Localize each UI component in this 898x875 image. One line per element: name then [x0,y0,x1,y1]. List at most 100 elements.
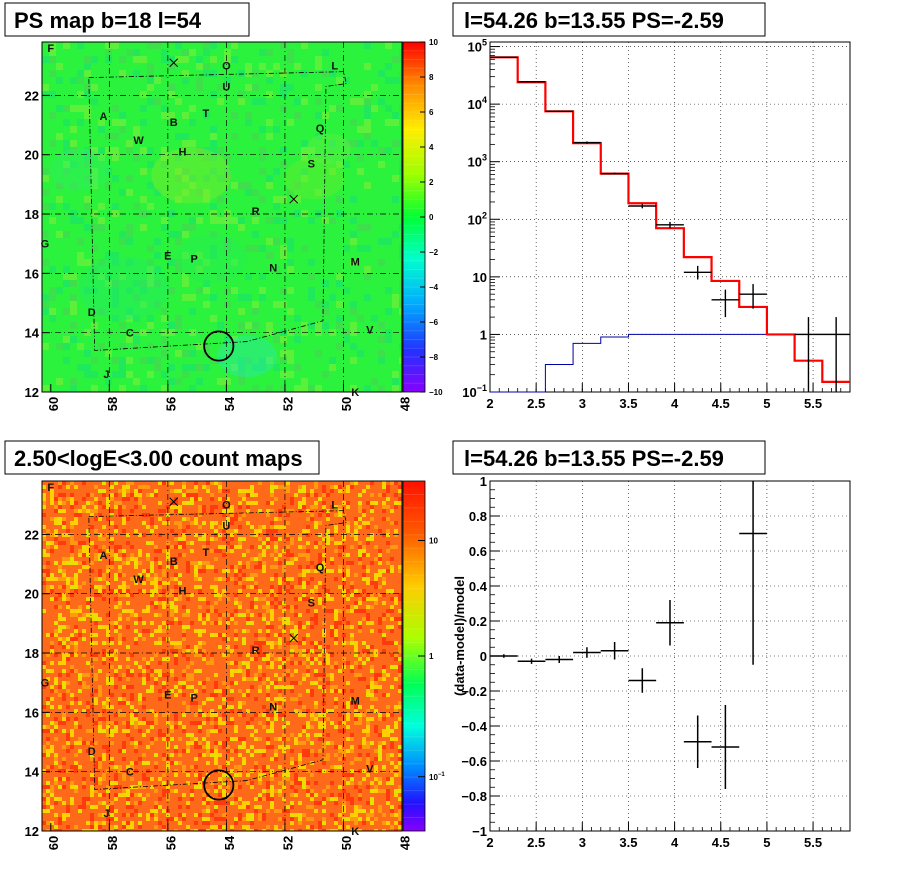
map-pixel [54,757,58,761]
map-pixel [130,821,134,825]
map-pixel [399,301,402,308]
map-pixel [118,549,122,553]
map-pixel [202,505,206,509]
map-pixel [110,801,114,805]
map-pixel [50,493,54,497]
map-pixel [350,357,357,364]
map-pixel [142,621,146,625]
map-pixel [336,280,343,287]
map-pixel [118,665,122,669]
map-pixel [70,669,74,673]
map-pixel [343,77,350,84]
map-pixel [318,645,322,649]
map-pixel [170,613,174,617]
map-pixel [390,809,394,813]
map-pixel [282,781,286,785]
map-pixel [158,577,162,581]
map-pixel [301,175,308,182]
map-pixel [238,505,242,509]
map-pixel [91,357,98,364]
map-pixel [334,705,338,709]
source-label-O: O [222,61,231,73]
map-pixel [105,49,112,56]
map-pixel [330,673,334,677]
map-pixel [98,126,105,133]
map-pixel [174,641,178,645]
map-pixel [290,585,294,589]
map-pixel [226,613,230,617]
map-pixel [259,98,266,105]
map-pixel [286,561,290,565]
map-pixel [58,613,62,617]
map-pixel [174,657,178,661]
map-pixel [62,521,66,525]
map-pixel [105,350,112,357]
map-pixel [346,529,350,533]
map-pixel [42,581,46,585]
map-pixel [130,593,134,597]
map-pixel [226,653,230,657]
map-pixel [259,168,266,175]
map-pixel [245,189,252,196]
map-pixel [114,481,118,485]
map-pixel [162,569,166,573]
map-pixel [336,210,343,217]
map-pixel [298,585,302,589]
map-pixel [357,140,364,147]
map-pixel [50,533,54,537]
map-pixel [206,821,210,825]
map-pixel [342,801,346,805]
map-pixel [162,549,166,553]
map-pixel [46,669,50,673]
map-pixel [392,140,399,147]
map-pixel [106,569,110,573]
map-pixel [378,147,385,154]
map-pixel [158,585,162,589]
map-pixel [282,737,286,741]
map-pixel [98,801,102,805]
map-pixel [94,557,98,561]
map-pixel [178,537,182,541]
map-pixel [98,217,105,224]
map-pixel [98,693,102,697]
map-pixel [306,689,310,693]
map-pixel [106,505,110,509]
map-pixel [318,557,322,561]
map-pixel [290,733,294,737]
map-pixel [231,182,238,189]
map-pixel [274,597,278,601]
map-pixel [158,629,162,633]
map-pixel [366,761,370,765]
map-pixel [262,653,266,657]
map-pixel [314,753,318,757]
map-pixel [42,493,46,497]
map-pixel [301,70,308,77]
map-pixel [66,673,70,677]
map-pixel [66,689,70,693]
map-pixel [102,729,106,733]
map-pixel [126,49,133,56]
map-pixel [234,729,238,733]
map-pixel [182,637,186,641]
map-pixel [274,717,278,721]
map-pixel [250,577,254,581]
map-pixel [70,537,74,541]
map-pixel [262,769,266,773]
map-pixel [74,629,78,633]
map-pixel [278,485,282,489]
map-pixel [98,781,102,785]
map-pixel [66,805,70,809]
map-pixel [245,245,252,252]
map-pixel [202,613,206,617]
map-pixel [42,259,49,266]
map-pixel [374,697,378,701]
map-pixel [94,641,98,645]
map-pixel [246,653,250,657]
map-pixel [350,801,354,805]
map-pixel [140,357,147,364]
map-pixel [66,581,70,585]
map-pixel [314,809,318,813]
map-pixel [105,42,112,49]
map-pixel [77,343,84,350]
map-pixel [42,665,46,669]
